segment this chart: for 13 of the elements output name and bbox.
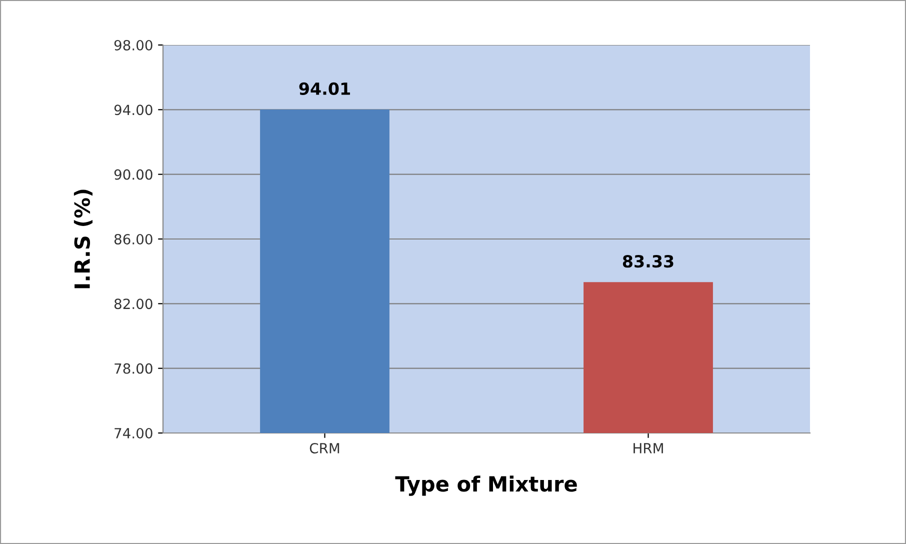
data-label: 94.01 — [299, 82, 350, 95]
y-tick-label: 90.00 — [114, 169, 152, 180]
x-axis-title: Type of Mixture — [395, 476, 577, 496]
y-tick-label: 94.00 — [114, 104, 152, 116]
x-tick-label: HRM — [634, 443, 663, 454]
y-tick-label: 98.00 — [114, 40, 152, 50]
data-label: 83.33 — [622, 255, 674, 268]
y-tick-label: 86.00 — [114, 234, 152, 244]
y-tick-label: 82.00 — [114, 298, 152, 310]
y-axis-title: I.R.S (%) — [74, 190, 92, 288]
y-tick-label: 74.00 — [114, 428, 152, 438]
x-tick-label: CRM — [310, 442, 340, 454]
y-tick-label: 78.00 — [114, 363, 152, 374]
